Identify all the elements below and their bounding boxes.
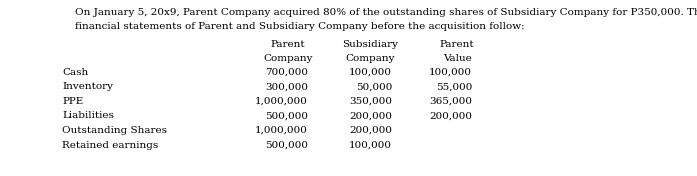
Text: Cash: Cash xyxy=(62,68,89,77)
Text: Inventory: Inventory xyxy=(62,83,113,92)
Text: Outstanding Shares: Outstanding Shares xyxy=(62,126,167,135)
Text: 365,000: 365,000 xyxy=(429,97,472,106)
Text: 500,000: 500,000 xyxy=(265,140,308,149)
Text: On January 5, 20x9, Parent Company acquired 80% of the outstanding shares of Sub: On January 5, 20x9, Parent Company acqui… xyxy=(75,8,697,17)
Text: Company: Company xyxy=(263,54,313,63)
Text: 200,000: 200,000 xyxy=(429,112,472,121)
Text: Subsidiary: Subsidiary xyxy=(342,40,398,49)
Text: Parent: Parent xyxy=(440,40,475,49)
Text: Company: Company xyxy=(345,54,395,63)
Text: 200,000: 200,000 xyxy=(349,126,392,135)
Text: financial statements of Parent and Subsidiary Company before the acquisition fol: financial statements of Parent and Subsi… xyxy=(75,22,525,31)
Text: Retained earnings: Retained earnings xyxy=(62,140,158,149)
Text: Liabilities: Liabilities xyxy=(62,112,114,121)
Text: 50,000: 50,000 xyxy=(355,83,392,92)
Text: 100,000: 100,000 xyxy=(429,68,472,77)
Text: 100,000: 100,000 xyxy=(349,140,392,149)
Text: 55,000: 55,000 xyxy=(436,83,472,92)
Text: 700,000: 700,000 xyxy=(265,68,308,77)
Text: 100,000: 100,000 xyxy=(349,68,392,77)
Text: Parent: Parent xyxy=(270,40,305,49)
Text: 300,000: 300,000 xyxy=(265,83,308,92)
Text: 200,000: 200,000 xyxy=(349,112,392,121)
Text: Value: Value xyxy=(443,54,471,63)
Text: 1,000,000: 1,000,000 xyxy=(255,126,308,135)
Text: 500,000: 500,000 xyxy=(265,112,308,121)
Text: 350,000: 350,000 xyxy=(349,97,392,106)
Text: PPE: PPE xyxy=(62,97,83,106)
Text: 1,000,000: 1,000,000 xyxy=(255,97,308,106)
